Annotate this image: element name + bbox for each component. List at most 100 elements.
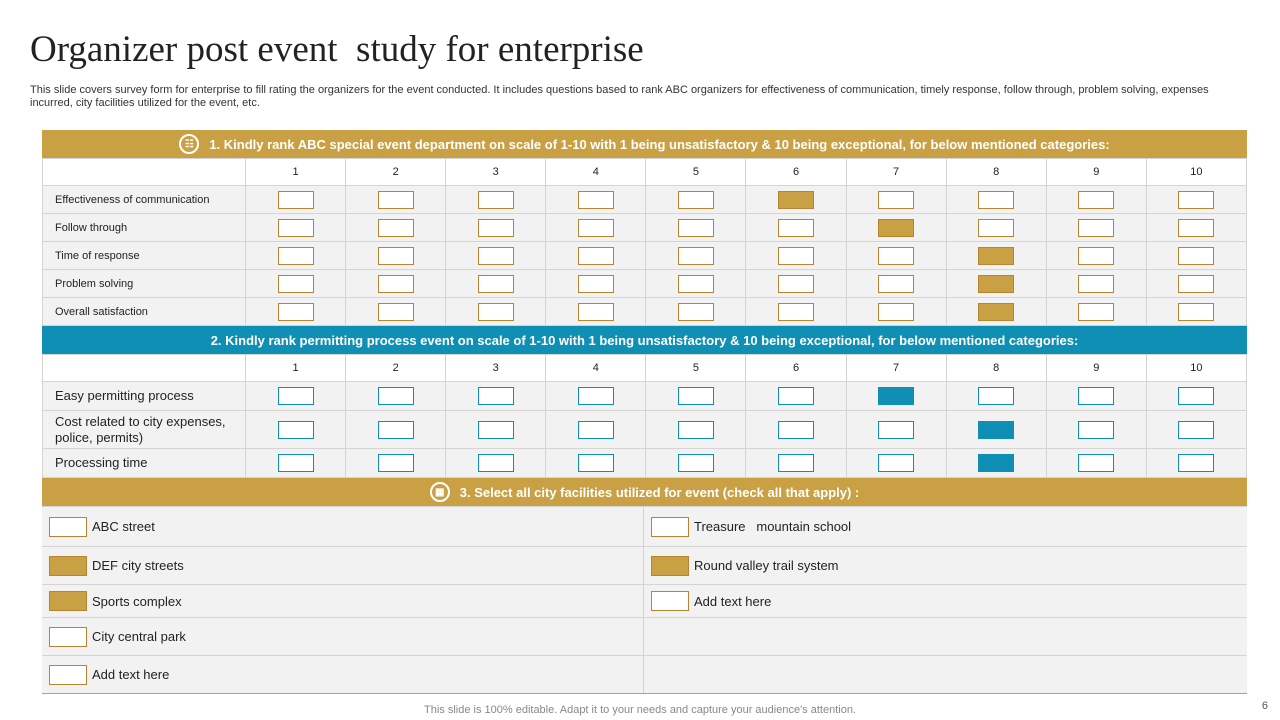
rating-checkbox-4[interactable] (577, 274, 614, 293)
rating-checkbox-1[interactable] (277, 274, 314, 293)
rating-checkbox-1[interactable] (277, 302, 314, 321)
rating-checkbox-8[interactable] (978, 246, 1015, 265)
rating-checkbox-3[interactable] (477, 218, 514, 237)
rating-checkbox-1[interactable] (277, 387, 314, 405)
rating-cell (1145, 213, 1248, 242)
rating-checkbox-6[interactable] (778, 387, 815, 405)
facility-item: Add text here (42, 655, 644, 693)
rating-checkbox-7[interactable] (878, 302, 915, 321)
rating-checkbox-6[interactable] (778, 454, 815, 472)
rating-checkbox-3[interactable] (477, 190, 514, 209)
rating-checkbox-4[interactable] (577, 246, 614, 265)
rating-checkbox-6[interactable] (778, 218, 815, 237)
facility-label: ABC street (92, 519, 155, 534)
rating-checkbox-3[interactable] (477, 302, 514, 321)
rating-checkbox-10[interactable] (1178, 302, 1215, 321)
rating-checkbox-3[interactable] (477, 387, 514, 405)
rating-checkbox-2[interactable] (377, 190, 414, 209)
rating-checkbox-1[interactable] (277, 246, 314, 265)
rating-checkbox-7[interactable] (878, 246, 915, 265)
rating-checkbox-10[interactable] (1178, 274, 1215, 293)
rating-checkbox-5[interactable] (677, 274, 714, 293)
rating-checkbox-9[interactable] (1078, 274, 1115, 293)
rating-checkbox-2[interactable] (377, 246, 414, 265)
rating-checkbox-4[interactable] (577, 387, 614, 405)
facility-checkbox[interactable] (49, 626, 87, 647)
facility-checkbox[interactable] (651, 516, 689, 537)
rating-checkbox-5[interactable] (677, 454, 714, 472)
rating-checkbox-9[interactable] (1078, 218, 1115, 237)
rating-checkbox-9[interactable] (1078, 420, 1115, 439)
rating-checkbox-1[interactable] (277, 190, 314, 209)
rating-checkbox-3[interactable] (477, 420, 514, 439)
rating-checkbox-3[interactable] (477, 274, 514, 293)
rating-checkbox-5[interactable] (677, 190, 714, 209)
rating-checkbox-4[interactable] (577, 218, 614, 237)
rating-checkbox-7[interactable] (878, 190, 915, 209)
rating-checkbox-6[interactable] (778, 420, 815, 439)
rating-checkbox-4[interactable] (577, 420, 614, 439)
rating-checkbox-7[interactable] (878, 218, 915, 237)
rating-checkbox-6[interactable] (778, 302, 815, 321)
facility-checkbox[interactable] (49, 516, 87, 537)
rating-checkbox-2[interactable] (377, 302, 414, 321)
rating-cell (945, 241, 1047, 270)
rating-row: Easy permitting process (42, 381, 1248, 411)
rating-checkbox-9[interactable] (1078, 190, 1115, 209)
facility-checkbox[interactable] (651, 591, 689, 611)
facility-checkbox[interactable] (49, 591, 87, 611)
rating-checkbox-3[interactable] (477, 454, 514, 472)
rating-checkbox-4[interactable] (577, 454, 614, 472)
rating-checkbox-8[interactable] (978, 190, 1015, 209)
rating-checkbox-3[interactable] (477, 246, 514, 265)
rating-checkbox-9[interactable] (1078, 454, 1115, 472)
rating-checkbox-9[interactable] (1078, 246, 1115, 265)
rating-checkbox-7[interactable] (878, 274, 915, 293)
rating-checkbox-8[interactable] (978, 387, 1015, 405)
rating-cell (1045, 410, 1147, 449)
rating-checkbox-5[interactable] (677, 218, 714, 237)
rating-checkbox-10[interactable] (1178, 190, 1215, 209)
rating-cell (645, 269, 747, 298)
rating-checkbox-10[interactable] (1178, 246, 1215, 265)
rating-checkbox-1[interactable] (277, 420, 314, 439)
rating-checkbox-7[interactable] (878, 387, 915, 405)
rating-checkbox-8[interactable] (978, 420, 1015, 439)
rating-checkbox-5[interactable] (677, 302, 714, 321)
rating-checkbox-1[interactable] (277, 218, 314, 237)
rating-checkbox-5[interactable] (677, 246, 714, 265)
rating-checkbox-5[interactable] (677, 420, 714, 439)
rating-checkbox-2[interactable] (377, 218, 414, 237)
rating-checkbox-7[interactable] (878, 420, 915, 439)
rating-checkbox-10[interactable] (1178, 420, 1215, 439)
rating-checkbox-6[interactable] (778, 274, 815, 293)
rating-checkbox-4[interactable] (577, 190, 614, 209)
rating-checkbox-2[interactable] (377, 420, 414, 439)
rating-checkbox-10[interactable] (1178, 218, 1215, 237)
rating-checkbox-5[interactable] (677, 387, 714, 405)
rating-checkbox-7[interactable] (878, 454, 915, 472)
rating-checkbox-6[interactable] (778, 190, 815, 209)
rating-checkbox-4[interactable] (577, 302, 614, 321)
rating-checkbox-1[interactable] (277, 454, 314, 472)
rating-checkbox-2[interactable] (377, 387, 414, 405)
rating-checkbox-10[interactable] (1178, 387, 1215, 405)
facility-checkbox[interactable] (651, 555, 689, 576)
rating-cell (345, 185, 447, 214)
scale-header-1: 1 (244, 158, 347, 186)
rating-checkbox-8[interactable] (978, 218, 1015, 237)
rating-checkbox-9[interactable] (1078, 387, 1115, 405)
rating-cell (545, 269, 647, 298)
rating-checkbox-6[interactable] (778, 246, 815, 265)
rating-checkbox-8[interactable] (978, 302, 1015, 321)
facility-checkbox[interactable] (49, 664, 87, 685)
rating-checkbox-2[interactable] (377, 454, 414, 472)
facility-checkbox[interactable] (49, 555, 87, 576)
rating-cell (945, 297, 1047, 326)
facility-item: City central park (42, 617, 644, 655)
rating-checkbox-8[interactable] (978, 274, 1015, 293)
rating-checkbox-8[interactable] (978, 454, 1015, 472)
rating-checkbox-2[interactable] (377, 274, 414, 293)
rating-checkbox-10[interactable] (1178, 454, 1215, 472)
rating-checkbox-9[interactable] (1078, 302, 1115, 321)
